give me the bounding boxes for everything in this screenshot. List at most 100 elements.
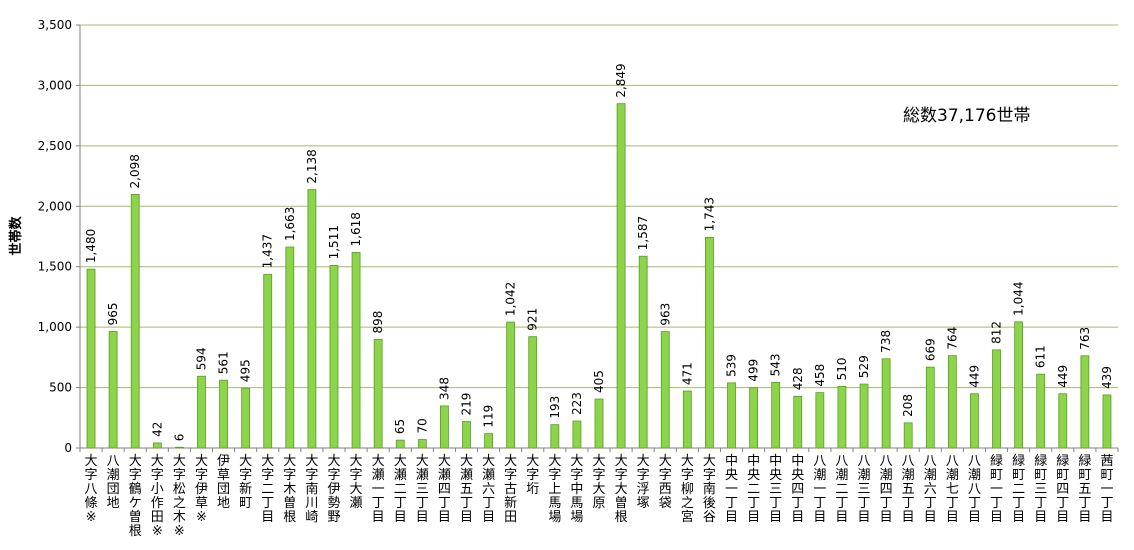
- category-label: 八潮団地: [107, 454, 120, 511]
- data-label: 2,098: [128, 154, 142, 188]
- bar: [947, 355, 957, 449]
- bar: [86, 268, 96, 449]
- bar: [925, 366, 935, 449]
- bar: [992, 349, 1001, 449]
- category-label: 大字垳: [526, 454, 539, 497]
- category-label: 大字大曽根: [615, 454, 628, 525]
- category-label: 大字鶴ケ曽根: [129, 454, 142, 539]
- bar: [1036, 373, 1046, 449]
- category-label: 大字西袋: [659, 454, 672, 511]
- bar: [837, 385, 847, 449]
- category-label: 大字柳之宮: [681, 454, 694, 525]
- y-tick-label: 1,000: [38, 320, 72, 334]
- bar: [660, 331, 670, 449]
- data-label: 1,042: [504, 282, 518, 316]
- y-axis-label: 世帯数: [8, 216, 24, 256]
- bar: [484, 433, 493, 449]
- category-label: 大字二丁目: [261, 454, 274, 525]
- bar: [682, 390, 692, 449]
- bar: [749, 387, 758, 449]
- category-label: 緑町二丁目: [1012, 454, 1025, 525]
- category-label: 大字南後谷: [703, 454, 716, 525]
- category-label: 大字松之木※: [173, 454, 186, 539]
- bars: [86, 103, 1112, 449]
- data-label: 499: [747, 359, 761, 382]
- bar: [395, 439, 405, 449]
- category-label: 大字伊勢野: [327, 454, 340, 525]
- category-label: 大字大原: [592, 454, 605, 511]
- bar: [130, 194, 140, 449]
- data-label: 2,138: [305, 149, 319, 183]
- data-label: 921: [526, 308, 540, 331]
- y-tick-label: 2,000: [38, 199, 72, 213]
- bar: [174, 446, 184, 449]
- category-label: 八潮一丁目: [813, 454, 826, 525]
- bar: [528, 336, 538, 449]
- category-label: 大字木曽根: [283, 454, 296, 525]
- bar: [152, 442, 162, 449]
- category-label: 中央四丁目: [791, 454, 804, 525]
- bar: [307, 189, 317, 449]
- data-label: 1,437: [261, 234, 275, 268]
- data-label: 42: [150, 422, 164, 437]
- bar: [263, 273, 273, 449]
- bar: [1102, 394, 1112, 449]
- category-label: 大瀬三丁目: [416, 454, 429, 525]
- category-label: 八潮二丁目: [835, 454, 848, 525]
- bar: [594, 398, 604, 449]
- bar: [771, 381, 781, 449]
- data-label: 594: [194, 347, 208, 370]
- data-label: 65: [393, 419, 407, 434]
- category-label: 大瀬五丁目: [460, 454, 473, 525]
- data-label: 405: [592, 370, 606, 393]
- data-label: 1,743: [702, 197, 716, 231]
- bar: [970, 393, 979, 449]
- data-label: 763: [1078, 327, 1092, 350]
- category-label: 茜町一丁目: [1100, 454, 1113, 525]
- category-label: 緑町四丁目: [1056, 454, 1069, 525]
- data-label: 529: [857, 355, 871, 378]
- data-label: 1,480: [84, 229, 98, 263]
- category-label: 大瀬六丁目: [482, 454, 495, 525]
- data-label: 119: [482, 405, 496, 428]
- category-label: 大字古新田: [504, 454, 517, 525]
- data-label: 669: [923, 338, 937, 361]
- bar: [881, 358, 891, 449]
- y-tick-label: 0: [64, 441, 72, 455]
- category-label: 大瀬四丁目: [438, 454, 451, 525]
- data-label: 471: [680, 362, 694, 385]
- category-label: 中央二丁目: [747, 454, 760, 525]
- bar: [1058, 393, 1068, 449]
- bar: [616, 103, 626, 449]
- category-label: 八潮三丁目: [858, 454, 871, 525]
- category-label: 八潮七丁目: [946, 454, 959, 525]
- data-label: 510: [835, 357, 849, 380]
- bar: [859, 383, 869, 449]
- data-label: 611: [1034, 345, 1048, 368]
- data-label: 1,663: [283, 207, 297, 241]
- category-label: 大字新町: [239, 454, 252, 511]
- category-label: 緑町一丁目: [990, 454, 1003, 525]
- bar: [1014, 321, 1024, 449]
- data-label: 193: [548, 396, 562, 419]
- data-label: 898: [371, 311, 385, 334]
- data-label: 223: [570, 392, 584, 415]
- total-annotation: 総数37,176世帯: [903, 106, 1030, 126]
- category-label: 大字八條※: [85, 454, 98, 525]
- data-label: 963: [658, 303, 672, 326]
- bar: [241, 387, 251, 449]
- y-tick-label: 3,500: [38, 18, 72, 32]
- category-label: 緑町三丁目: [1034, 454, 1047, 525]
- bar: [440, 405, 449, 449]
- category-label: 大字上馬場: [548, 454, 561, 525]
- data-label: 208: [901, 394, 915, 417]
- data-label: 6: [172, 434, 186, 442]
- data-label: 1,587: [636, 216, 650, 250]
- category-label: 大字小作田※: [151, 454, 164, 539]
- data-label: 495: [239, 359, 253, 382]
- data-label: 561: [217, 351, 231, 374]
- bar: [462, 421, 471, 449]
- category-label: 八潮四丁目: [880, 454, 893, 525]
